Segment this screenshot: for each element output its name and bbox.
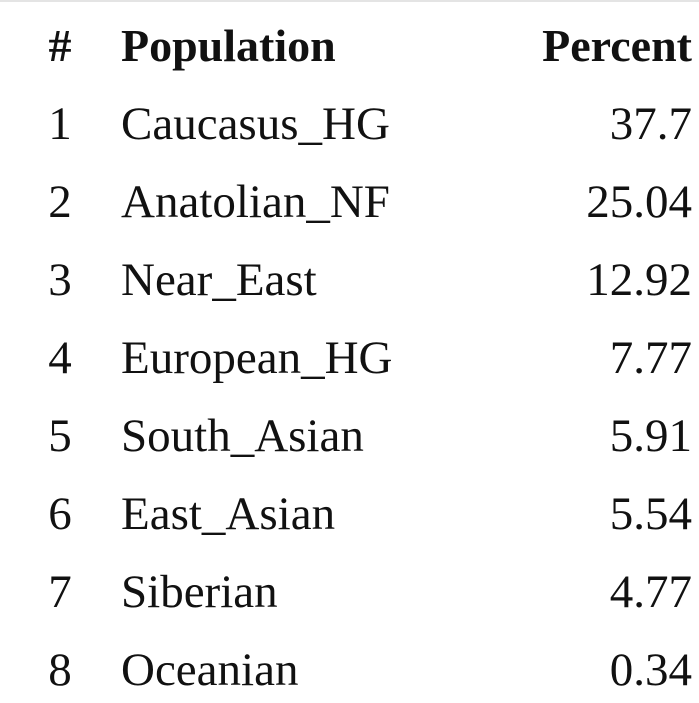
- row-num: 7: [48, 566, 72, 618]
- row-num: 2: [48, 176, 72, 228]
- row-num: 3: [48, 254, 72, 306]
- row-population: European_HG: [121, 332, 393, 384]
- row-percent: 25.04: [586, 176, 692, 228]
- row-percent: 0.34: [609, 644, 692, 696]
- header-percent: Percent: [542, 20, 692, 71]
- top-border: [0, 0, 699, 2]
- row-num: 1: [48, 98, 72, 150]
- row-population: East_Asian: [121, 488, 336, 540]
- row-population: South_Asian: [121, 410, 364, 462]
- row-percent: 37.7: [609, 98, 692, 150]
- row-percent: 7.77: [609, 332, 692, 384]
- row-percent: 5.54: [609, 488, 692, 540]
- row-num: 8: [48, 644, 72, 696]
- header-population: Population: [121, 20, 336, 71]
- row-population: Siberian: [121, 566, 278, 618]
- row-population: Near_East: [121, 254, 317, 306]
- row-num: 4: [48, 332, 72, 384]
- row-num: 6: [48, 488, 72, 540]
- row-population: Oceanian: [121, 644, 299, 696]
- row-percent: 5.91: [609, 410, 692, 462]
- row-num: 5: [48, 410, 72, 462]
- row-population: Caucasus_HG: [121, 98, 390, 150]
- row-population: Anatolian_NF: [121, 176, 390, 228]
- row-percent: 4.77: [609, 566, 692, 618]
- header-num: #: [48, 20, 72, 71]
- row-percent: 12.92: [586, 254, 692, 306]
